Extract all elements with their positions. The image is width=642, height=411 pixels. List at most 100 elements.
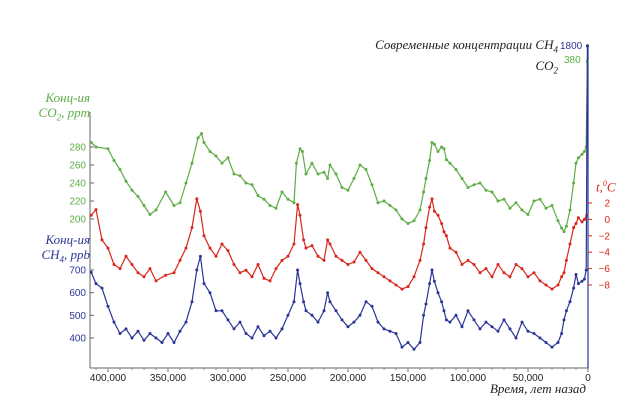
data-point-ch4 bbox=[442, 309, 446, 313]
data-point-temperature bbox=[582, 217, 586, 221]
data-point-co2 bbox=[292, 201, 296, 205]
data-point-temperature bbox=[544, 283, 548, 287]
data-point-ch4 bbox=[478, 327, 482, 331]
data-point-ch4 bbox=[436, 291, 440, 295]
data-point-temperature bbox=[316, 254, 320, 258]
data-point-ch4 bbox=[118, 332, 122, 335]
data-point-co2 bbox=[238, 174, 242, 178]
data-point-ch4 bbox=[432, 279, 436, 283]
data-point-co2 bbox=[262, 197, 266, 201]
data-point-co2 bbox=[418, 208, 422, 212]
co2-tick-label: 240 bbox=[69, 179, 86, 190]
data-point-ch4 bbox=[148, 332, 152, 335]
data-point-co2 bbox=[460, 177, 464, 180]
data-point-ch4 bbox=[214, 309, 218, 313]
data-point-co2 bbox=[340, 186, 344, 189]
data-point-temperature bbox=[442, 230, 446, 234]
data-point-temperature bbox=[418, 258, 422, 262]
data-point-temperature bbox=[328, 242, 332, 246]
data-point-co2 bbox=[214, 154, 218, 158]
data-point-ch4 bbox=[394, 332, 398, 335]
data-point-ch4 bbox=[274, 336, 278, 340]
data-point-co2 bbox=[304, 172, 308, 176]
data-point-co2 bbox=[466, 186, 470, 189]
data-point-ch4 bbox=[370, 304, 374, 308]
ch4-axis-label: Конц-ия CH4, ppb bbox=[8, 232, 90, 268]
data-point-co2 bbox=[220, 161, 224, 165]
data-point-temperature bbox=[198, 209, 202, 213]
co2-tick-label: 280 bbox=[69, 143, 86, 154]
data-point-ch4 bbox=[304, 309, 308, 313]
data-point-temperature bbox=[430, 197, 434, 201]
data-point-temperature bbox=[358, 250, 362, 254]
data-point-co2 bbox=[478, 181, 482, 185]
data-point-co2 bbox=[184, 181, 188, 185]
data-point-co2 bbox=[196, 136, 200, 140]
data-point-temperature bbox=[148, 267, 152, 271]
data-point-co2 bbox=[576, 156, 580, 160]
data-point-ch4 bbox=[238, 320, 242, 324]
data-point-temperature bbox=[208, 246, 212, 250]
co2-tick-label: 260 bbox=[69, 161, 86, 172]
data-point-ch4 bbox=[428, 282, 432, 286]
data-point-co2 bbox=[394, 208, 398, 212]
ch4-axis-label-gas: CH bbox=[41, 247, 60, 262]
data-point-co2 bbox=[430, 141, 434, 144]
temp-axis-label: t,0C bbox=[596, 176, 640, 194]
data-point-co2 bbox=[322, 170, 326, 174]
data-point-ch4 bbox=[490, 325, 494, 329]
data-point-co2 bbox=[444, 158, 448, 162]
data-point-co2 bbox=[422, 190, 426, 194]
data-point-co2 bbox=[532, 199, 536, 203]
data-point-temperature bbox=[466, 258, 470, 262]
data-point-ch4 bbox=[562, 318, 566, 322]
data-point-temperature bbox=[256, 263, 260, 266]
data-point-co2 bbox=[556, 219, 560, 223]
co2-axis-label-gas: CO bbox=[38, 105, 57, 120]
data-point-temperature bbox=[576, 216, 580, 220]
data-point-temperature bbox=[514, 263, 518, 266]
data-point-co2 bbox=[294, 161, 298, 165]
data-point-ch4 bbox=[376, 320, 380, 324]
data-point-ch4 bbox=[190, 300, 194, 304]
data-point-co2 bbox=[268, 204, 272, 207]
data-point-ch4 bbox=[202, 282, 206, 286]
data-point-co2 bbox=[484, 188, 488, 192]
data-point-temperature bbox=[274, 267, 278, 271]
data-point-co2 bbox=[89, 141, 93, 144]
data-point-ch4 bbox=[564, 309, 568, 313]
data-point-temperature bbox=[460, 263, 464, 266]
data-point-temperature bbox=[292, 242, 296, 246]
data-point-ch4 bbox=[296, 268, 300, 272]
data-point-ch4 bbox=[195, 268, 199, 272]
temp-tick-label: 0 bbox=[604, 215, 610, 226]
data-point-temperature bbox=[572, 226, 576, 230]
data-point-ch4 bbox=[112, 320, 116, 324]
data-point-co2 bbox=[136, 195, 140, 198]
data-point-temperature bbox=[382, 275, 386, 279]
data-point-co2 bbox=[538, 197, 542, 201]
data-point-ch4 bbox=[440, 300, 444, 304]
data-point-ch4 bbox=[184, 320, 188, 324]
data-point-co2 bbox=[172, 204, 176, 207]
data-point-ch4 bbox=[89, 270, 93, 274]
data-point-temperature bbox=[444, 234, 448, 238]
data-point-temperature bbox=[490, 275, 494, 279]
data-point-co2 bbox=[310, 161, 314, 165]
data-point-ch4 bbox=[178, 329, 182, 333]
data-point-ch4 bbox=[136, 329, 140, 333]
data-point-ch4 bbox=[556, 341, 560, 344]
data-point-ch4 bbox=[280, 327, 284, 331]
data-point-co2 bbox=[412, 219, 416, 223]
data-point-temperature bbox=[262, 276, 266, 280]
modern-co2-text: CO bbox=[535, 57, 554, 73]
data-point-co2 bbox=[300, 150, 304, 153]
data-point-temperature bbox=[520, 267, 524, 271]
data-point-co2 bbox=[200, 132, 204, 135]
data-point-co2 bbox=[250, 183, 254, 187]
data-point-co2 bbox=[550, 204, 554, 207]
data-point-ch4 bbox=[508, 327, 512, 331]
data-point-temperature bbox=[94, 208, 98, 212]
data-point-ch4 bbox=[444, 318, 448, 322]
